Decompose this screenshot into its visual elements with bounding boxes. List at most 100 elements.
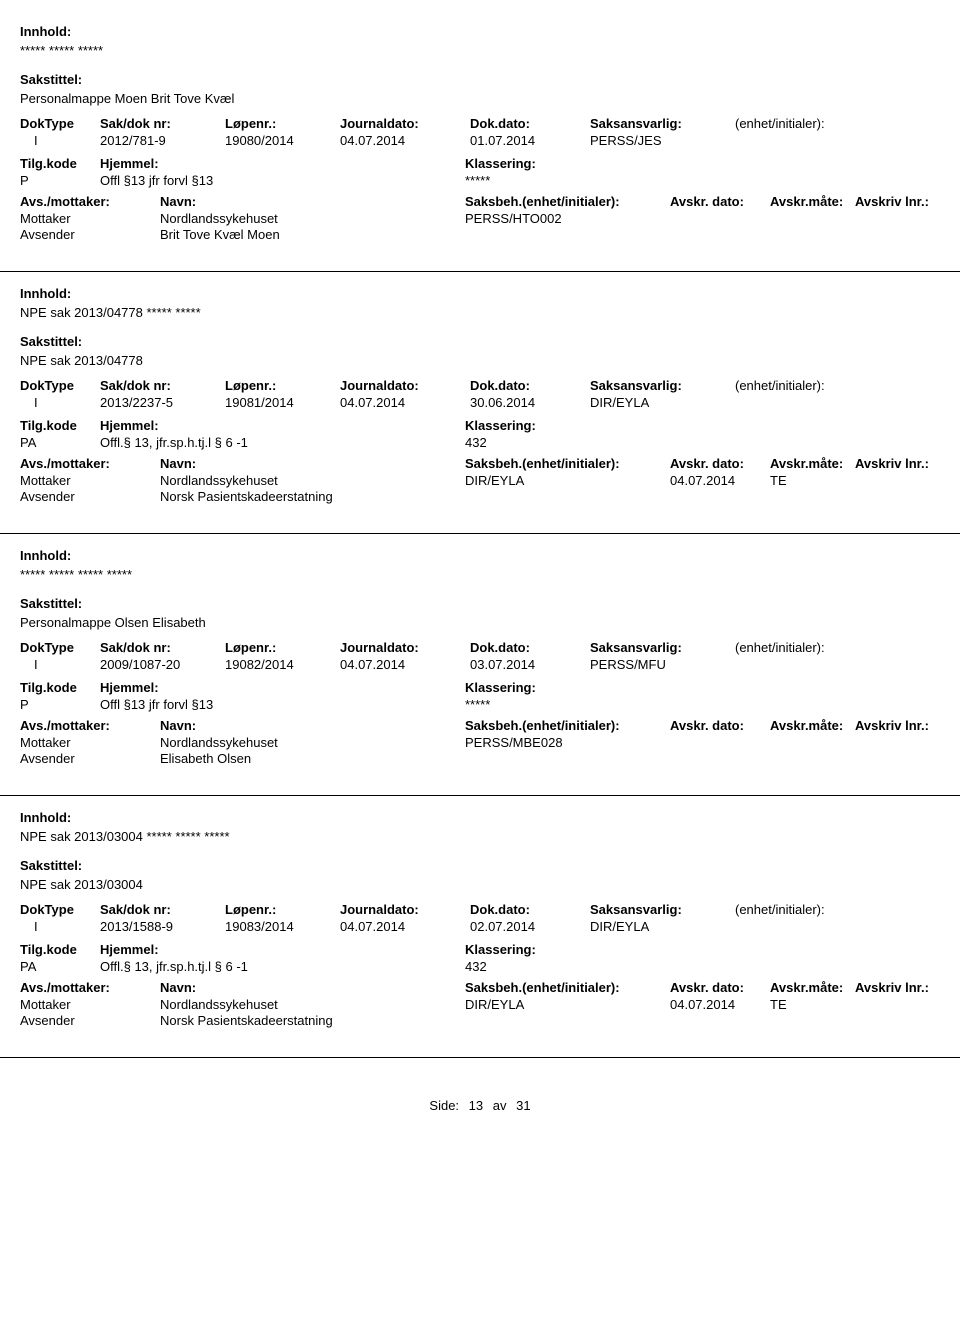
enhet-value (735, 919, 940, 934)
innhold-value: ***** ***** ***** ***** (20, 567, 940, 582)
sakdok-label: Sak/dok nr: (100, 378, 225, 393)
klassering-label: Klassering: (465, 942, 940, 957)
footer-side-label: Side: (429, 1098, 459, 1113)
entry-separator (0, 1057, 960, 1058)
header-row-1: DokType Sak/dok nr: Løpenr.: Journaldato… (20, 640, 940, 655)
avskrivlnr-label: Avskriv lnr.: (855, 194, 940, 209)
entry-separator (0, 533, 960, 534)
tilgkode-label: Tilg.kode (20, 418, 100, 433)
sakstittel-label: Sakstittel: (20, 72, 940, 87)
klassering-label: Klassering: (465, 418, 940, 433)
avsender-row: Avsender Norsk Pasientskadeerstatning (20, 1013, 940, 1028)
klassering-label: Klassering: (465, 680, 940, 695)
dokdato-label: Dok.dato: (470, 378, 590, 393)
avskrdato-value (670, 211, 770, 226)
mottaker-navn: Nordlandssykehuset (160, 735, 465, 750)
klassering-value: 432 (465, 435, 940, 450)
avsender-label: Avsender (20, 489, 160, 504)
sakdok-value: 2013/2237-5 (100, 395, 225, 410)
values-row-2: PA Offl.§ 13, jfr.sp.h.tj.l § 6 -1 432 (20, 959, 940, 974)
avsender-row: Avsender Elisabeth Olsen (20, 751, 940, 766)
entry-separator (0, 271, 960, 272)
avsmottaker-label: Avs./mottaker: (20, 718, 160, 733)
avskrmate-label: Avskr.måte: (770, 718, 855, 733)
header-row-3: Avs./mottaker: Navn: Saksbeh.(enhet/init… (20, 980, 940, 995)
mottaker-navn: Nordlandssykehuset (160, 997, 465, 1012)
klassering-label: Klassering: (465, 156, 940, 171)
sakdok-label: Sak/dok nr: (100, 116, 225, 131)
sakstittel-label: Sakstittel: (20, 858, 940, 873)
lopenr-label: Løpenr.: (225, 116, 340, 131)
tilgkode-label: Tilg.kode (20, 156, 100, 171)
doktype-value: I (20, 395, 100, 410)
saksansvarlig-label: Saksansvarlig: (590, 378, 735, 393)
dokdato-value: 03.07.2014 (470, 657, 590, 672)
hjemmel-value: Offl.§ 13, jfr.sp.h.tj.l § 6 -1 (100, 959, 465, 974)
values-row-2: PA Offl.§ 13, jfr.sp.h.tj.l § 6 -1 432 (20, 435, 940, 450)
footer-total-pages: 31 (516, 1098, 530, 1113)
journaldato-label: Journaldato: (340, 378, 470, 393)
header-row-2: Tilg.kode Hjemmel: Klassering: (20, 680, 940, 695)
sakstittel-value: Personalmappe Moen Brit Tove Kvæl (20, 91, 940, 106)
sakstittel-value: NPE sak 2013/04778 (20, 353, 940, 368)
hjemmel-label: Hjemmel: (100, 680, 465, 695)
doktype-value: I (20, 657, 100, 672)
lopenr-label: Løpenr.: (225, 378, 340, 393)
enhet-value (735, 657, 940, 672)
saksbeh-label: Saksbeh.(enhet/initialer): (465, 456, 670, 471)
journal-entry: Innhold: NPE sak 2013/04778 ***** ***** … (20, 286, 940, 523)
avsender-row: Avsender Norsk Pasientskadeerstatning (20, 489, 940, 504)
enhet-label: (enhet/initialer): (735, 378, 940, 393)
avskrmate-value: TE (770, 997, 855, 1012)
header-row-3: Avs./mottaker: Navn: Saksbeh.(enhet/init… (20, 456, 940, 471)
innhold-label: Innhold: (20, 286, 940, 301)
tilgkode-label: Tilg.kode (20, 942, 100, 957)
header-row-3: Avs./mottaker: Navn: Saksbeh.(enhet/init… (20, 194, 940, 209)
mottaker-label: Mottaker (20, 211, 160, 226)
header-row-2: Tilg.kode Hjemmel: Klassering: (20, 942, 940, 957)
footer-page-number: 13 (469, 1098, 483, 1113)
avsender-navn: Elisabeth Olsen (160, 751, 465, 766)
avsender-label: Avsender (20, 1013, 160, 1028)
lopenr-label: Løpenr.: (225, 902, 340, 917)
entry-separator (0, 795, 960, 796)
avskrmate-value (770, 211, 855, 226)
saksbeh-value: DIR/EYLA (465, 997, 670, 1012)
navn-label: Navn: (160, 980, 465, 995)
tilgkode-value: PA (20, 959, 100, 974)
innhold-value: ***** ***** ***** (20, 43, 940, 58)
innhold-value: NPE sak 2013/03004 ***** ***** ***** (20, 829, 940, 844)
klassering-value: 432 (465, 959, 940, 974)
journaldato-value: 04.07.2014 (340, 395, 470, 410)
sakdok-value: 2013/1588-9 (100, 919, 225, 934)
sakstittel-value: NPE sak 2013/03004 (20, 877, 940, 892)
saksansvarlig-label: Saksansvarlig: (590, 902, 735, 917)
lopenr-value: 19080/2014 (225, 133, 340, 148)
journal-entry: Innhold: ***** ***** ***** ***** Sakstit… (20, 548, 940, 785)
values-row-1: I 2009/1087-20 19082/2014 04.07.2014 03.… (20, 657, 940, 672)
header-row-1: DokType Sak/dok nr: Løpenr.: Journaldato… (20, 902, 940, 917)
saksansvarlig-label: Saksansvarlig: (590, 116, 735, 131)
mottaker-row: Mottaker Nordlandssykehuset PERSS/HTO002 (20, 211, 940, 226)
lopenr-value: 19083/2014 (225, 919, 340, 934)
enhet-label: (enhet/initialer): (735, 640, 940, 655)
enhet-value (735, 395, 940, 410)
avskrmate-label: Avskr.måte: (770, 980, 855, 995)
mottaker-label: Mottaker (20, 473, 160, 488)
journal-entry: Innhold: ***** ***** ***** Sakstittel: P… (20, 24, 940, 261)
values-row-1: I 2013/2237-5 19081/2014 04.07.2014 30.0… (20, 395, 940, 410)
avskrmate-label: Avskr.måte: (770, 456, 855, 471)
navn-label: Navn: (160, 194, 465, 209)
doktype-label: DokType (20, 116, 100, 131)
navn-label: Navn: (160, 718, 465, 733)
sakdok-label: Sak/dok nr: (100, 902, 225, 917)
values-row-2: P Offl §13 jfr forvl §13 ***** (20, 697, 940, 712)
innhold-value: NPE sak 2013/04778 ***** ***** (20, 305, 940, 320)
dokdato-value: 01.07.2014 (470, 133, 590, 148)
sakdok-label: Sak/dok nr: (100, 640, 225, 655)
footer-av-label: av (493, 1098, 507, 1113)
hjemmel-label: Hjemmel: (100, 942, 465, 957)
avskrivlnr-label: Avskriv lnr.: (855, 456, 940, 471)
saksansvarlig-label: Saksansvarlig: (590, 640, 735, 655)
tilgkode-value: P (20, 173, 100, 188)
